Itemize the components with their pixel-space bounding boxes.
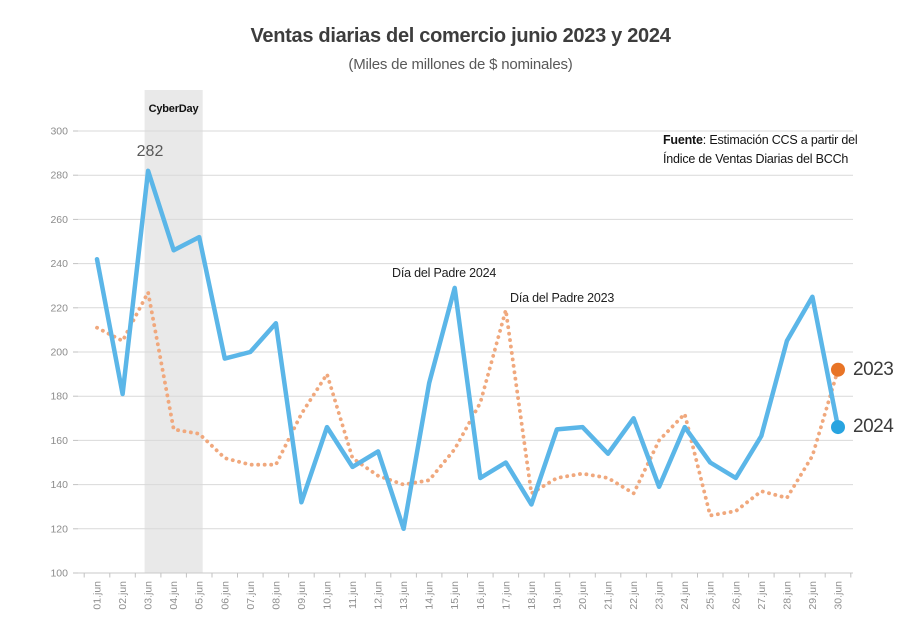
source-note: Fuente: Estimación CCS a partir del Índi… — [663, 131, 858, 169]
source-line-2: Índice de Ventas Diarias del BCCh — [663, 152, 849, 166]
x-tick-label: 02.jun — [117, 581, 129, 610]
y-tick-label: 220 — [50, 302, 68, 314]
x-tick-label: 28.jun — [781, 581, 793, 610]
x-tick-label: 13.jun — [398, 581, 410, 610]
y-tick-label: 140 — [50, 479, 68, 491]
x-tick-label: 17.jun — [500, 581, 512, 610]
fathers-day-2024-label: Día del Padre 2024 — [392, 266, 497, 280]
x-tick-label: 05.jun — [194, 581, 206, 610]
x-tick-label: 08.jun — [270, 581, 282, 610]
y-tick-label: 120 — [50, 523, 68, 535]
x-tick-label: 21.jun — [603, 581, 615, 610]
x-tick-label: 01.jun — [92, 581, 104, 610]
y-tick-label: 240 — [50, 258, 68, 270]
x-tick-label: 04.jun — [168, 581, 180, 610]
source-line-1: Fuente: Estimación CCS a partir del — [663, 131, 858, 150]
x-tick-label: 19.jun — [551, 581, 563, 610]
series-2024-end-marker — [831, 420, 845, 435]
source-text: : Estimación CCS a partir del — [702, 133, 858, 147]
x-tick-label: 10.jun — [322, 581, 334, 610]
y-tick-label: 160 — [50, 435, 68, 447]
x-tick-label: 23.jun — [654, 581, 666, 610]
x-tick-label: 14.jun — [424, 581, 436, 610]
cyberday-band — [144, 90, 203, 573]
x-tick-label: 25.jun — [705, 581, 717, 610]
series-2024-line — [94, 168, 841, 532]
x-tick-label: 30.jun — [833, 581, 845, 610]
chart-subtitle: (Miles de millones de $ nominales) — [348, 56, 573, 73]
source-prefix: Fuente — [663, 133, 703, 147]
x-tick-label: 18.jun — [526, 581, 538, 610]
x-tick-label: 22.jun — [628, 581, 640, 610]
series-2023-line — [95, 290, 840, 518]
x-tick-label: 29.jun — [807, 581, 819, 610]
y-tick-label: 180 — [50, 391, 68, 403]
x-tick-label: 09.jun — [296, 581, 308, 610]
legend-label-2023: 2023 — [853, 359, 894, 380]
x-tick-label: 11.jun — [347, 581, 359, 609]
cyberday-band-label: CyberDay — [148, 103, 199, 115]
x-tick-label: 20.jun — [577, 581, 589, 610]
x-tick-label: 06.jun — [219, 581, 231, 610]
y-tick-label: 300 — [50, 126, 68, 138]
x-tick-label: 26.jun — [730, 581, 742, 610]
y-tick-label: 280 — [50, 170, 68, 182]
x-tick-label: 12.jun — [373, 581, 385, 610]
peak-value-label: 282 — [136, 143, 164, 160]
x-tick-label: 16.jun — [475, 581, 487, 610]
x-tick-label: 15.jun — [449, 581, 461, 610]
series-2023-end-marker — [831, 362, 845, 377]
x-tick-label: 07.jun — [245, 581, 257, 610]
y-tick-label: 260 — [50, 214, 68, 226]
y-tick-label: 200 — [50, 347, 68, 359]
chart-title: Ventas diarias del comercio junio 2023 y… — [250, 25, 671, 47]
legend-label-2024: 2024 — [853, 416, 894, 437]
fathers-day-2023-label: Día del Padre 2023 — [510, 291, 615, 305]
x-tick-label: 03.jun — [143, 581, 155, 610]
x-tick-label: 24.jun — [679, 581, 691, 610]
x-tick-label: 27.jun — [756, 581, 768, 610]
y-tick-label: 100 — [50, 568, 68, 580]
